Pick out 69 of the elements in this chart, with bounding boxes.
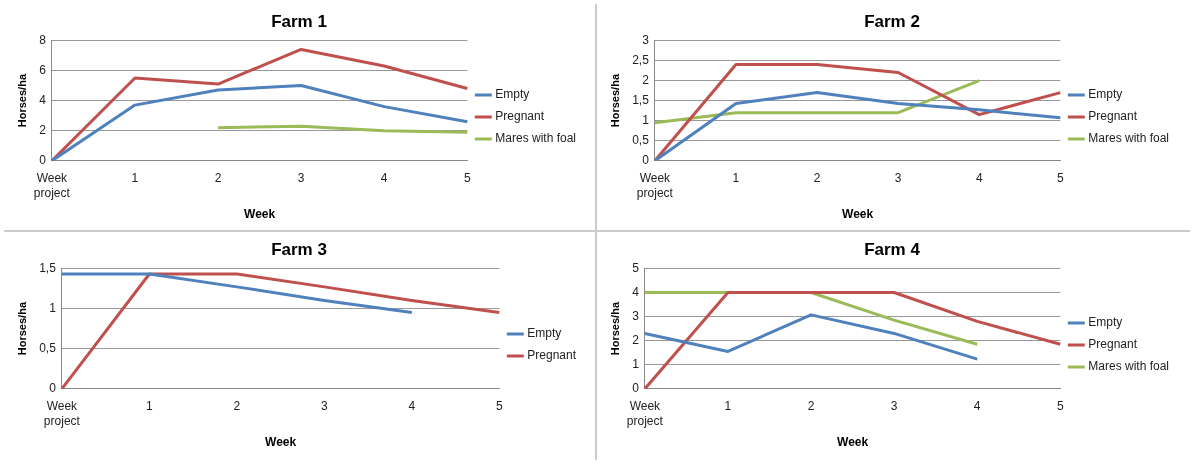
y-tick-label: 0 (642, 153, 650, 168)
y-tick-label: 3 (642, 32, 650, 47)
legend-label: Pregnant (495, 109, 545, 124)
x-tick-label: 3 (320, 399, 328, 414)
y-axis-title: Horses/ha (608, 73, 621, 128)
x-tick-label: 5 (495, 399, 503, 414)
legend-label: Empty (527, 326, 562, 341)
x-tick-label: 3 (297, 171, 305, 186)
x-tick-label: 5 (1056, 171, 1064, 186)
x-tick-label: 1 (146, 399, 154, 414)
legend-label: Pregnant (1088, 337, 1138, 352)
x-tick-label: 3 (890, 399, 898, 414)
y-tick-label: 2 (39, 123, 47, 138)
y-tick-label: 3 (632, 308, 640, 323)
legend-label: Empty (1088, 315, 1123, 330)
legend-label: Empty (495, 87, 530, 102)
legend-label: Mares with foal (1088, 131, 1170, 146)
y-tick-label: 0,5 (39, 340, 57, 355)
y-tick-label: 2 (632, 332, 640, 347)
legend-label: Pregnant (527, 348, 577, 363)
legend-label: Pregnant (1088, 109, 1138, 124)
x-axis-title: Week (244, 207, 276, 222)
chart-title: Farm 3 (271, 239, 327, 259)
x-tick-label: Week project (43, 399, 81, 428)
y-axis-title: Horses/ha (608, 301, 621, 356)
x-tick-label: 4 (975, 171, 983, 186)
x-tick-label: 4 (973, 399, 981, 414)
x-tick-label: 2 (214, 171, 222, 186)
chart-title: Farm 4 (864, 239, 921, 259)
y-tick-label: 1,5 (39, 260, 57, 275)
y-tick-label: 1 (49, 300, 57, 315)
x-axis-title: Week (265, 435, 297, 450)
y-axis-title: Horses/ha (15, 301, 28, 356)
y-tick-label: 0 (49, 381, 57, 396)
legend-label: Mares with foal (1088, 359, 1170, 374)
x-tick-label: Week project (636, 171, 674, 200)
x-tick-label: 2 (807, 399, 815, 414)
y-tick-label: 6 (39, 62, 47, 77)
chart-title: Farm 2 (864, 11, 920, 31)
x-tick-label: 2 (233, 399, 241, 414)
x-tick-label: 5 (463, 171, 471, 186)
x-tick-label: 1 (724, 399, 732, 414)
x-tick-label: 5 (1056, 399, 1064, 414)
x-tick-label: 3 (894, 171, 902, 186)
x-tick-label: Week project (33, 171, 71, 200)
y-tick-label: 4 (39, 92, 47, 107)
y-tick-label: 1,5 (632, 92, 650, 107)
x-tick-label: 4 (408, 399, 416, 414)
y-tick-label: 1 (642, 112, 650, 127)
y-tick-label: 0,5 (632, 133, 650, 148)
y-axis-title: Horses/ha (15, 73, 28, 128)
y-tick-label: 0 (39, 153, 47, 168)
y-tick-label: 2,5 (632, 52, 650, 67)
y-tick-label: 0 (632, 381, 640, 396)
legend-label: Mares with foal (495, 131, 577, 146)
legend-label: Empty (1088, 87, 1123, 102)
x-tick-label: Week project (626, 399, 664, 428)
x-axis-title: Week (842, 207, 874, 222)
x-tick-label: 2 (813, 171, 821, 186)
x-tick-label: 1 (131, 171, 139, 186)
x-tick-label: 1 (732, 171, 740, 186)
y-tick-label: 2 (642, 72, 650, 87)
y-tick-label: 1 (632, 357, 640, 372)
x-tick-label: 4 (380, 171, 388, 186)
y-tick-label: 5 (632, 260, 640, 275)
x-axis-title: Week (837, 435, 869, 450)
chart-title: Farm 1 (271, 11, 327, 31)
y-tick-label: 4 (632, 284, 640, 299)
y-tick-label: 8 (39, 32, 47, 47)
